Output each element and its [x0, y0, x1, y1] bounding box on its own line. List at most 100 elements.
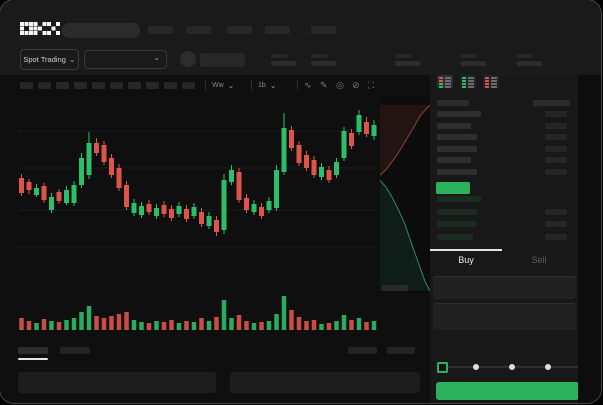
toolbar-divider: [251, 80, 252, 91]
ask-row-size[interactable]: [545, 157, 567, 163]
icon-part: [445, 77, 451, 79]
bid-row-size[interactable]: [545, 233, 567, 240]
tab-sell[interactable]: Sell: [502, 252, 576, 268]
icon-part: [445, 80, 451, 82]
volume-bar: [244, 321, 249, 330]
price-input[interactable]: [433, 276, 576, 299]
ticker-stat-value: [461, 61, 486, 66]
slider-stop-0pct[interactable]: [437, 362, 448, 373]
trading-pair-select[interactable]: ⌄: [84, 50, 167, 69]
bottom-tab[interactable]: [60, 347, 90, 354]
search-input[interactable]: [62, 23, 140, 38]
icon-row: [485, 77, 497, 79]
tab-buy[interactable]: Buy: [430, 252, 502, 268]
ask-row-price[interactable]: [437, 134, 477, 140]
volume-bar: [49, 321, 54, 330]
chevron-down-icon: ⌄: [153, 53, 160, 62]
timeframe-button[interactable]: [92, 82, 105, 89]
chart-type-select[interactable]: Ww ⌄: [212, 80, 244, 91]
slider-stop-25pct[interactable]: [473, 364, 479, 370]
orderbook-last-price[interactable]: [436, 182, 470, 194]
timeframe-button[interactable]: [56, 82, 69, 89]
amount-input[interactable]: [433, 303, 576, 330]
nav-item[interactable]: [148, 26, 173, 34]
bid-row-price[interactable]: [437, 208, 477, 215]
timeframe-button[interactable]: [74, 82, 87, 89]
nav-item[interactable]: [265, 26, 290, 34]
buy-submit-button[interactable]: [436, 382, 579, 400]
volume-bar: [221, 300, 227, 330]
market-type-select[interactable]: Spot Trading ⌄: [20, 49, 79, 70]
timeframe-button[interactable]: [164, 82, 177, 89]
bid-row-price[interactable]: [437, 196, 481, 202]
ask-row-size[interactable]: [545, 122, 567, 129]
ticker-stat-label: [311, 54, 327, 58]
timeframe-button[interactable]: [20, 82, 33, 89]
candle-body: [304, 155, 309, 168]
ask-row-price[interactable]: [437, 145, 477, 152]
volume-bar: [304, 321, 309, 330]
slider-stop-50pct[interactable]: [509, 364, 515, 370]
ask-row-size[interactable]: [545, 134, 567, 140]
ask-row-size[interactable]: [545, 111, 567, 117]
icon-part: [439, 83, 443, 85]
ask-row-price[interactable]: [437, 157, 471, 163]
candle-body: [146, 204, 152, 212]
nav-item[interactable]: [311, 26, 336, 34]
bid-row-size[interactable]: [545, 208, 567, 215]
volume-bar: [19, 318, 24, 330]
top-header: Spot Trading ⌄ ⌄: [0, 0, 601, 75]
line-tool-icon[interactable]: ∿: [304, 80, 312, 90]
bid-row-price[interactable]: [437, 233, 473, 240]
volume-bar: [154, 321, 159, 330]
combined-book-icon[interactable]: [437, 75, 453, 88]
right-scroll-gutter[interactable]: [578, 75, 601, 403]
draw-tool-icon[interactable]: ✎: [320, 80, 328, 90]
timeframe-button[interactable]: [146, 82, 159, 89]
candle-body: [139, 206, 144, 215]
volume-bar: [326, 323, 332, 330]
bids-only-icon[interactable]: [460, 75, 476, 88]
volume-bar: [34, 323, 39, 330]
ask-row-price[interactable]: [437, 111, 481, 117]
indicator-select-label: 1b: [258, 82, 266, 89]
bid-row-price[interactable]: [437, 221, 477, 227]
fullscreen-icon[interactable]: ⛶: [368, 80, 375, 90]
icon-part: [439, 80, 443, 82]
ask-row-price[interactable]: [437, 122, 471, 129]
icon-part: [491, 86, 497, 88]
candle-body: [326, 170, 332, 180]
ask-row-size[interactable]: [545, 145, 567, 152]
asks-depth-area: [380, 104, 430, 176]
timeframe-button[interactable]: [182, 82, 195, 89]
nav-item[interactable]: [227, 26, 252, 34]
volume-bar: [356, 318, 362, 330]
volume-bar: [229, 318, 234, 330]
timeframe-button[interactable]: [110, 82, 123, 89]
volume-bar: [371, 321, 377, 330]
last-price-placeholder: [200, 53, 245, 67]
bid-row-size[interactable]: [545, 221, 567, 227]
asks-only-icon[interactable]: [483, 75, 499, 88]
nav-item[interactable]: [186, 26, 211, 34]
hide-drawings-icon[interactable]: ⊘: [352, 80, 360, 90]
orderbook-trade-panel: Buy Sell: [430, 75, 587, 403]
okx-logo[interactable]: [20, 22, 60, 35]
volume-bar: [334, 321, 339, 330]
snapshot-icon[interactable]: ◎: [336, 80, 344, 90]
volume-bar: [311, 320, 317, 330]
timeframe-button[interactable]: [38, 82, 51, 89]
bottom-right-control[interactable]: [387, 347, 415, 354]
chevron-down-icon: ⌄: [68, 54, 76, 64]
candlestick-chart[interactable]: [18, 100, 378, 332]
history-panel-placeholder: [230, 372, 420, 393]
indicator-select[interactable]: 1b ⌄: [258, 80, 290, 91]
bottom-right-control[interactable]: [348, 347, 377, 354]
ask-row-size[interactable]: [545, 168, 567, 175]
candle-body: [221, 180, 227, 230]
slider-stop-75pct[interactable]: [545, 364, 551, 370]
icon-part: [491, 83, 497, 85]
ask-row-price[interactable]: [437, 168, 477, 175]
timeframe-button[interactable]: [128, 82, 141, 89]
bottom-tab-active[interactable]: [18, 347, 48, 354]
